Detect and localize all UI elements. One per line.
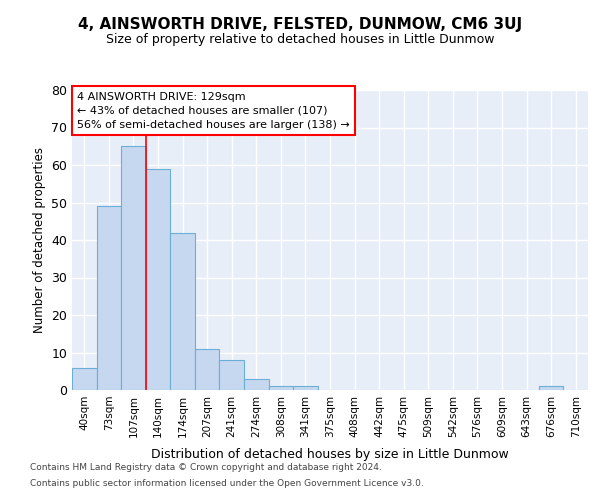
Text: Contains HM Land Registry data © Crown copyright and database right 2024.: Contains HM Land Registry data © Crown c… [30, 464, 382, 472]
Bar [244, 379, 269, 390]
Bar [72, 368, 97, 390]
Bar [195, 349, 220, 390]
Bar [220, 360, 244, 390]
Text: Contains public sector information licensed under the Open Government Licence v3: Contains public sector information licen… [30, 478, 424, 488]
Y-axis label: Number of detached properties: Number of detached properties [32, 147, 46, 333]
X-axis label: Distribution of detached houses by size in Little Dunmow: Distribution of detached houses by size … [151, 448, 509, 461]
Bar [146, 169, 170, 390]
Bar [170, 232, 195, 390]
Text: 4, AINSWORTH DRIVE, FELSTED, DUNMOW, CM6 3UJ: 4, AINSWORTH DRIVE, FELSTED, DUNMOW, CM6… [78, 18, 522, 32]
Bar [539, 386, 563, 390]
Text: Size of property relative to detached houses in Little Dunmow: Size of property relative to detached ho… [106, 32, 494, 46]
Text: 4 AINSWORTH DRIVE: 129sqm
← 43% of detached houses are smaller (107)
56% of semi: 4 AINSWORTH DRIVE: 129sqm ← 43% of detac… [77, 92, 350, 130]
Bar [269, 386, 293, 390]
Bar [121, 146, 146, 390]
Bar [97, 206, 121, 390]
Bar [293, 386, 318, 390]
